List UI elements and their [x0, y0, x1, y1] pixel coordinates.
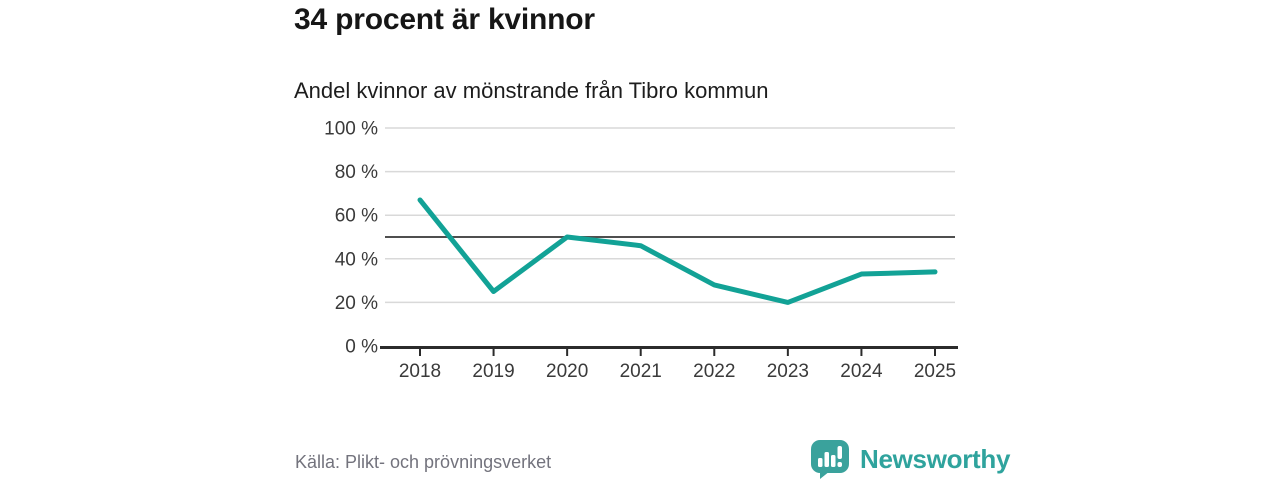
svg-text:60 %: 60 % [335, 206, 378, 227]
svg-text:20 %: 20 % [335, 293, 378, 314]
svg-text:2025: 2025 [914, 361, 956, 382]
chart-subtitle: Andel kvinnor av mönstrande från Tibro k… [294, 78, 769, 103]
line-chart: 0 % 20 % 40 % 60 % 80 % 100 % 2018 2019 2020 2021… [324, 119, 958, 382]
svg-text:2024: 2024 [840, 361, 883, 382]
svg-text:100 %: 100 % [324, 119, 378, 140]
newsworthy-bubble-chart-icon [811, 440, 849, 479]
svg-text:40 %: 40 % [335, 249, 378, 270]
svg-text:2020: 2020 [546, 361, 588, 382]
svg-text:2023: 2023 [767, 361, 809, 382]
svg-text:2018: 2018 [399, 361, 441, 382]
newsworthy-logo: Newsworthy [810, 439, 1010, 479]
chart-title: 34 procent är kvinnor [294, 3, 595, 36]
svg-text:80 %: 80 % [335, 162, 378, 183]
source-attribution: Källa: Plikt- och prövningsverket [295, 452, 552, 472]
svg-text:2022: 2022 [693, 361, 735, 382]
newsworthy-wordmark: Newsworthy [860, 443, 1011, 474]
svg-text:2019: 2019 [472, 361, 514, 382]
svg-text:0 %: 0 % [345, 337, 378, 358]
svg-text:2021: 2021 [620, 361, 662, 382]
